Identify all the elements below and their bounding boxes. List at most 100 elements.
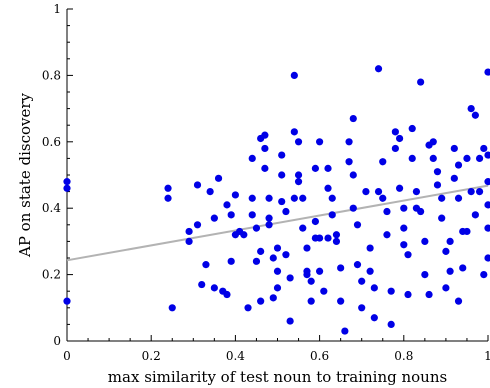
data-point <box>185 227 193 236</box>
x-tick-label: 0.4 <box>226 349 245 363</box>
data-point <box>269 254 277 262</box>
data-point <box>425 290 433 299</box>
data-point <box>475 154 484 162</box>
data-point <box>475 188 484 196</box>
data-point <box>278 197 286 206</box>
data-point <box>311 164 319 172</box>
data-point <box>324 234 332 242</box>
data-point <box>282 207 290 216</box>
data-point <box>454 194 463 202</box>
data-point <box>387 287 395 295</box>
data-point <box>391 144 399 153</box>
data-point <box>303 244 311 252</box>
data-point <box>193 181 202 189</box>
data-point <box>328 194 336 202</box>
data-point <box>286 274 294 282</box>
data-point <box>316 267 324 275</box>
data-point <box>193 221 202 229</box>
data-point <box>324 164 332 172</box>
data-point <box>463 154 471 162</box>
data-point <box>299 194 307 202</box>
data-point <box>438 214 446 222</box>
data-point <box>395 134 404 143</box>
data-point <box>316 234 324 242</box>
data-point <box>337 264 345 272</box>
data-point <box>484 254 490 262</box>
data-point <box>316 138 324 146</box>
data-point <box>240 231 248 239</box>
data-point <box>374 188 383 196</box>
data-point <box>387 320 395 328</box>
data-point <box>400 241 408 249</box>
data-point <box>450 144 458 153</box>
data-point <box>328 211 336 219</box>
data-point <box>231 191 239 199</box>
data-point <box>353 261 362 269</box>
x-axis-title: max similarity of test noun to training … <box>108 368 447 386</box>
data-point <box>459 264 467 272</box>
y-tick-label: 1 <box>53 2 61 16</box>
data-point <box>164 194 172 202</box>
data-point <box>471 211 479 219</box>
data-point <box>341 327 349 335</box>
data-point <box>370 314 378 322</box>
tick-labels: 0 0.2 0.4 0.6 0.8 1 0 0.2 0.4 0.6 0.8 1 <box>42 2 490 363</box>
data-point <box>400 224 408 232</box>
data-point <box>290 194 298 202</box>
data-point <box>467 105 475 113</box>
data-point <box>337 297 345 305</box>
data-point <box>366 244 374 252</box>
data-point <box>484 178 490 186</box>
data-point <box>484 68 490 76</box>
data-point <box>164 184 172 192</box>
data-point <box>248 154 256 162</box>
data-point <box>484 201 490 209</box>
data-point <box>252 224 261 232</box>
y-tick-label: 0 <box>53 334 61 348</box>
data-point <box>227 211 235 219</box>
data-point <box>484 224 490 232</box>
data-point <box>261 164 269 172</box>
data-point <box>362 188 370 196</box>
data-point <box>294 138 303 146</box>
data-point <box>391 128 399 136</box>
data-point <box>248 211 256 219</box>
data-point <box>379 194 387 202</box>
data-point <box>429 154 437 162</box>
data-point <box>442 247 450 255</box>
data-point <box>290 128 298 136</box>
data-point <box>450 174 458 182</box>
data-point <box>320 287 328 295</box>
data-points <box>63 65 490 335</box>
data-point <box>294 178 303 186</box>
data-point <box>446 267 454 275</box>
data-point <box>311 217 319 226</box>
data-point <box>408 154 416 162</box>
data-point <box>257 297 265 305</box>
data-point <box>307 277 315 285</box>
data-point <box>278 171 286 179</box>
data-point <box>198 280 206 289</box>
data-point <box>210 284 218 292</box>
data-point <box>417 207 425 216</box>
y-tick-label: 0.2 <box>42 268 61 282</box>
data-point <box>345 158 353 166</box>
data-point <box>210 214 218 222</box>
data-point <box>223 201 231 209</box>
data-point <box>480 271 488 279</box>
data-point <box>252 257 261 265</box>
data-point <box>433 181 442 189</box>
data-point <box>404 290 412 299</box>
data-point <box>480 144 488 153</box>
data-point <box>273 284 282 292</box>
data-point <box>421 271 429 279</box>
data-point <box>425 141 433 149</box>
data-point <box>467 188 475 196</box>
data-point <box>214 174 223 182</box>
data-point <box>286 317 294 325</box>
data-point <box>223 290 231 299</box>
data-point <box>404 251 412 259</box>
data-point <box>261 131 269 139</box>
data-point <box>332 237 341 245</box>
data-point <box>358 277 366 285</box>
